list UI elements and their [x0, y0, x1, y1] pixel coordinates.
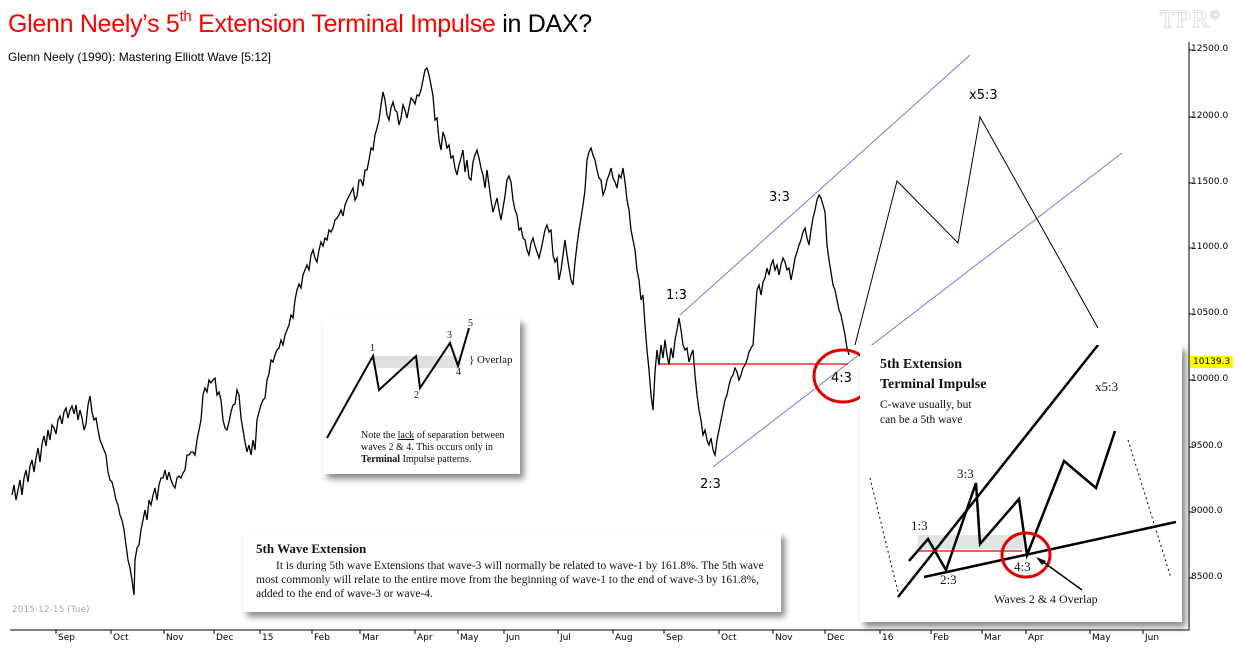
chart-title: Glenn Neely’s 5th Extension Terminal Imp…: [8, 8, 592, 39]
x-tick-label: Sep: [58, 633, 75, 643]
x-tick-label: Apr: [1028, 633, 1044, 643]
copyright-icon: ©: [1209, 8, 1223, 22]
chart-subtitle: Glenn Neely (1990): Mastering Elliott Wa…: [8, 50, 272, 64]
pattern-label-5: x5:3: [1095, 379, 1119, 394]
x-tick-label: May: [1092, 633, 1111, 643]
y-tick-label: 8500.0: [1191, 572, 1223, 582]
watermark-logo: TPR©: [1160, 8, 1222, 33]
y-tick-label: 9500.0: [1191, 441, 1223, 451]
x-tick-label: Mar: [984, 633, 1001, 643]
wave-label-5: x5:3: [969, 88, 998, 103]
terminal-impulse-diagram: [326, 327, 470, 439]
x-tick-label: Jul: [560, 633, 571, 643]
date-stamp: 2015-12-15 (Tue): [12, 605, 90, 615]
x-tick-label: Dec: [827, 633, 845, 643]
pattern-subtext: C-wave usually, but can be a 5th wave: [880, 398, 972, 428]
title-part-black: in DAX?: [495, 10, 592, 38]
channel-upper-line: [679, 54, 971, 316]
wave-extension-inset: 5th Wave Extension It is during 5th wave…: [243, 532, 781, 612]
y-tick-label: 10500.0: [1191, 308, 1229, 318]
y-tick-label: 10000.0: [1191, 374, 1229, 384]
y-tick-label: 12500.0: [1191, 44, 1229, 54]
title-sup: th: [179, 8, 192, 25]
projected-wave-path: [854, 115, 1099, 346]
x-tick-label: Oct: [721, 633, 737, 643]
pattern-subtext-line: C-wave usually, but: [880, 399, 972, 411]
note-text: of separation between waves 2 & 4. This …: [361, 430, 505, 453]
y-tick-label: 12000.0: [1191, 111, 1229, 121]
terminal-pattern-inset: 5th Extension Terminal Impulse C-wave us…: [860, 345, 1182, 622]
y-axis-ticks: [1189, 49, 1193, 579]
x-tick-label: Mar: [362, 633, 379, 643]
diagram-label-2: 2: [414, 390, 419, 401]
x-tick-label: Feb: [933, 633, 949, 643]
diagram-label-5: 5: [468, 318, 473, 329]
x-tick-label: 15: [262, 633, 274, 643]
x-tick-label: 16: [882, 633, 894, 643]
wave-label-2: 2:3: [700, 477, 721, 492]
title-part: Extension Terminal Impulse: [191, 10, 496, 38]
diagram-label-3: 3: [447, 330, 452, 341]
x-tick-label: Sep: [666, 633, 683, 643]
x-tick-label: Oct: [113, 633, 129, 643]
note-underline: lack: [397, 430, 415, 441]
pattern-subtext-line: can be a 5th wave: [880, 414, 963, 426]
pattern-heading-line: 5th Extension: [880, 357, 963, 372]
y-tick-label: 11500.0: [1191, 177, 1229, 187]
x-tick-label: Apr: [417, 633, 433, 643]
diagram-label-1: 1: [370, 343, 375, 354]
x-tick-label: May: [460, 633, 479, 643]
overlap-label: } Overlap: [469, 354, 513, 366]
terminal-pattern-diagram: [869, 345, 1177, 598]
wave-label-1: 1:3: [666, 288, 687, 303]
note-text: Impulse patterns.: [400, 454, 472, 465]
channel-lower-line: [712, 152, 1123, 468]
pattern-heading: 5th Extension Terminal Impulse: [880, 355, 986, 395]
x-tick-label: Nov: [775, 633, 793, 643]
pattern-label-4: 4:3: [1014, 559, 1031, 574]
terminal-note: Note the lack of separation between wave…: [361, 430, 519, 466]
x-tick-label: Feb: [314, 633, 330, 643]
y-tick-label: 11000.0: [1191, 242, 1229, 252]
last-price-badge: 10139.3: [1190, 356, 1234, 368]
title-part: Glenn Neely’s 5: [8, 10, 180, 38]
extension-body: It is during 5th wave Extensions that wa…: [256, 560, 764, 600]
x-tick-label: Jun: [1145, 633, 1160, 643]
x-axis-ticks: [55, 630, 1144, 634]
x-tick-label: Nov: [166, 633, 184, 643]
overlap-annotation: Waves 2 & 4 Overlap: [994, 592, 1098, 606]
pattern-label-1: 1:3: [911, 518, 928, 533]
x-tick-label: Jun: [506, 633, 521, 643]
terminal-impulse-inset: 1 2 3 4 5 } Overlap Note the lack of sep…: [323, 318, 520, 474]
pattern-label-3: 3:3: [957, 466, 974, 481]
x-tick-label: Dec: [216, 633, 234, 643]
diagram-label-4: 4: [456, 367, 461, 378]
note-bold: Terminal: [361, 454, 401, 465]
note-text: Note the: [361, 430, 398, 441]
watermark-text: TPR: [1160, 8, 1210, 34]
wave-label-3: 3:3: [769, 190, 790, 205]
pattern-label-2: 2:3: [940, 572, 957, 587]
x-tick-label: Aug: [615, 633, 633, 643]
y-tick-label: 9000.0: [1191, 506, 1223, 516]
pattern-heading-line: Terminal Impulse: [880, 377, 987, 392]
wave-label-4: 4:3: [831, 371, 852, 386]
extension-heading: 5th Wave Extension: [256, 541, 367, 556]
dax-price-bars: [11, 66, 850, 596]
